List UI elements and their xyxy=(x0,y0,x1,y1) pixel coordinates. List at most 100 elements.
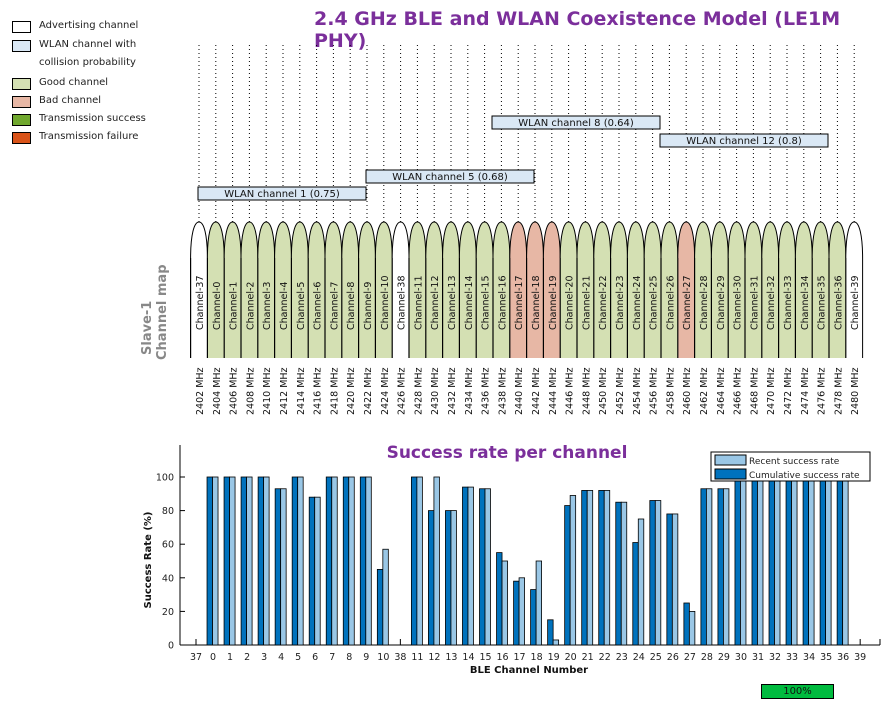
bar-recent-27 xyxy=(688,610,696,646)
bar-cumulative-27 xyxy=(683,602,690,646)
channel-frequency: 2466 MHz xyxy=(733,367,744,415)
channel-lobe-25 xyxy=(644,222,661,358)
channel-label: Channel-32 xyxy=(766,275,777,330)
x-tick-label: 26 xyxy=(667,652,679,663)
bar-recent-12 xyxy=(433,476,440,646)
bar-recent-22 xyxy=(603,490,611,646)
channel-lobe-6 xyxy=(308,222,325,358)
x-tick-label: 36 xyxy=(837,652,849,663)
channel-frequency: 2438 MHz xyxy=(497,367,508,415)
channel-lobe-16 xyxy=(493,222,510,358)
bar-cumulative-14 xyxy=(462,486,469,646)
channel-frequency: 2426 MHz xyxy=(397,367,408,415)
channel-label: Channel-37 xyxy=(195,275,206,330)
channel-label: Channel-17 xyxy=(514,275,525,330)
channel-lobe-18 xyxy=(526,222,544,358)
bar-recent-6 xyxy=(314,496,321,646)
figure-title: 2.4 GHz BLE and WLAN Coexistence Model (… xyxy=(314,8,841,52)
progress-indicator: 100% xyxy=(761,684,834,699)
channel-lobe-21 xyxy=(577,222,594,358)
legend-swatch xyxy=(12,132,31,144)
legend-label: Transmission failure xyxy=(39,131,139,142)
chart-legend-label: Cumulative success rate xyxy=(749,471,860,481)
bar-recent-10 xyxy=(382,548,389,646)
bar-cumulative-32 xyxy=(768,476,775,646)
channel-lobe-outline xyxy=(290,221,309,259)
channel-label: Channel-3 xyxy=(262,282,273,330)
bar-cumulative-22 xyxy=(598,490,605,646)
channel-label: Channel-21 xyxy=(581,275,592,330)
channel-lobe-outline xyxy=(727,221,746,259)
bar-cumulative-17 xyxy=(513,580,520,646)
bar-cumulative-26 xyxy=(666,513,673,646)
y-tick-label: 60 xyxy=(162,540,174,551)
x-tick-label: 1 xyxy=(227,652,233,663)
x-tick-label: 28 xyxy=(701,652,713,663)
x-tick-label: 4 xyxy=(278,652,284,663)
channel-lobe-outline xyxy=(257,221,276,259)
x-tick-label: 9 xyxy=(363,652,369,663)
channel-lobe-outline xyxy=(391,221,410,259)
channel-label: Channel-25 xyxy=(649,275,660,330)
channel-lobe-17 xyxy=(509,222,527,358)
channel-lobe-0 xyxy=(207,222,225,358)
bar-recent-34 xyxy=(808,476,815,646)
bar-cumulative-33 xyxy=(785,476,792,646)
legend-swatch xyxy=(12,21,31,33)
legend-item: WLAN channel with collision probability xyxy=(12,37,159,72)
channel-label: Channel-34 xyxy=(800,275,811,330)
channel-lobe-19 xyxy=(543,222,561,358)
bar-recent-26 xyxy=(671,513,679,646)
bar-recent-18 xyxy=(535,560,542,646)
x-tick-label: 33 xyxy=(786,652,798,663)
channel-lobe-13 xyxy=(442,222,460,358)
bar-cumulative-4 xyxy=(274,488,282,646)
x-tick-label: 15 xyxy=(479,652,491,663)
x-tick-label: 3 xyxy=(261,652,267,663)
chart-title: Success rate per channel xyxy=(387,443,628,463)
channel-lobe-12 xyxy=(425,222,443,358)
channel-frequency: 2452 MHz xyxy=(615,367,626,415)
channel-frequency: 2458 MHz xyxy=(665,367,676,415)
channel-lobe-outline xyxy=(660,221,679,259)
channel-label: Channel-8 xyxy=(346,282,357,330)
wlan-channel-label: WLAN channel 5 (0.68) xyxy=(392,172,508,183)
channel-label: Channel-5 xyxy=(296,282,307,330)
x-tick-label: 10 xyxy=(377,652,389,663)
channel-frequency: 2468 MHz xyxy=(749,367,760,415)
channel-lobe-outline xyxy=(190,221,208,259)
channel-label: Channel-18 xyxy=(531,275,542,330)
channel-lobe-outline xyxy=(475,221,494,259)
wlan-channel-box xyxy=(659,133,829,148)
channel-frequency: 2450 MHz xyxy=(598,367,609,415)
channel-frequency: 2424 MHz xyxy=(380,367,391,415)
channel-frequency: 2464 MHz xyxy=(716,367,727,415)
y-tick-label: 80 xyxy=(162,506,174,517)
x-tick-label: 38 xyxy=(394,652,406,663)
channel-label: Channel-15 xyxy=(481,275,492,330)
legend-label: Advertising channel xyxy=(39,20,139,31)
channel-lobe-11 xyxy=(409,222,426,358)
channel-lobe-33 xyxy=(778,222,796,358)
bar-recent-23 xyxy=(620,501,628,646)
channel-lobe-5 xyxy=(291,222,309,358)
channel-lobe-outline xyxy=(610,221,628,259)
channel-frequency: 2410 MHz xyxy=(262,367,273,415)
channel-lobe-7 xyxy=(325,222,342,358)
channel-label: Channel-24 xyxy=(632,275,643,330)
channel-label: Channel-28 xyxy=(699,275,710,330)
x-tick-label: 29 xyxy=(718,652,730,663)
bar-recent-33 xyxy=(791,476,798,646)
channel-frequency: 2442 MHz xyxy=(531,367,542,415)
bar-recent-13 xyxy=(450,510,457,646)
legend-label: Transmission success xyxy=(39,113,146,124)
channel-lobe-20 xyxy=(560,222,577,358)
bar-recent-24 xyxy=(637,518,645,646)
legend-swatch xyxy=(12,114,31,126)
bar-recent-4 xyxy=(280,488,287,646)
channel-lobe-outline xyxy=(761,221,780,259)
channel-frequency: 2446 MHz xyxy=(565,367,576,415)
channel-lobe-10 xyxy=(375,222,393,358)
bar-cumulative-5 xyxy=(291,476,299,646)
bar-cumulative-30 xyxy=(734,476,741,646)
